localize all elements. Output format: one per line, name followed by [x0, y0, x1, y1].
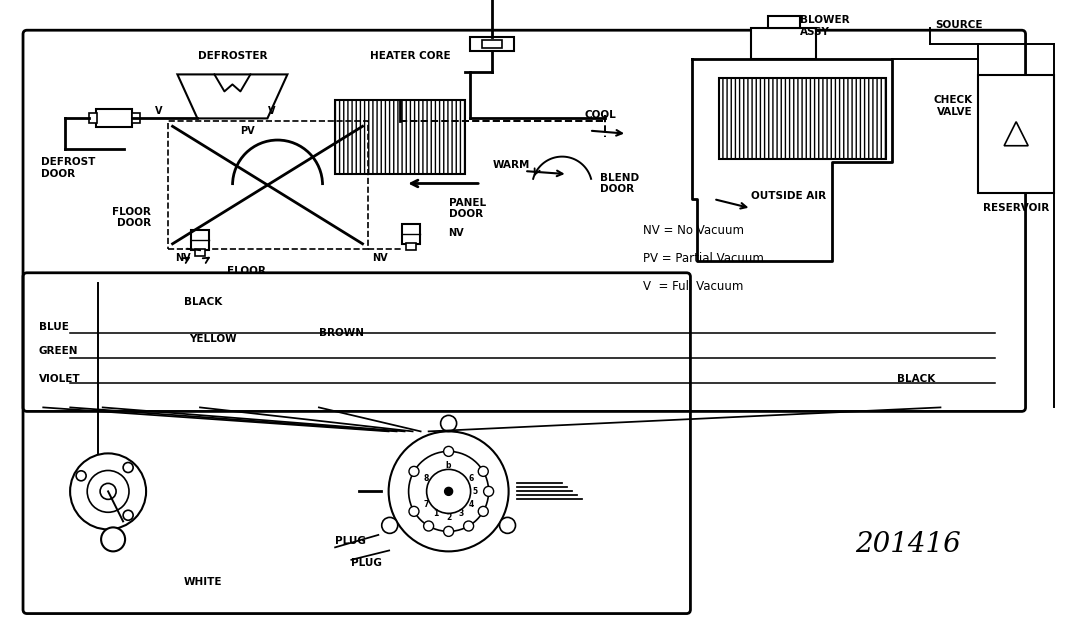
Text: V  = Full Vacuum: V = Full Vacuum [643, 280, 744, 292]
Text: WHITE: WHITE [184, 577, 223, 587]
Circle shape [427, 470, 470, 513]
Circle shape [444, 488, 453, 495]
Text: FLOOR: FLOOR [227, 266, 266, 276]
Text: DEFROST
DOOR: DEFROST DOOR [41, 157, 95, 179]
Bar [768, 16, 800, 28]
Text: b: b [445, 461, 452, 470]
Bar [402, 224, 419, 244]
Circle shape [443, 447, 454, 457]
Text: PV: PV [240, 126, 255, 136]
Bar [89, 113, 96, 123]
Bar [751, 28, 816, 59]
Bar [978, 75, 1054, 193]
Circle shape [441, 415, 456, 432]
Text: SOURCE: SOURCE [935, 20, 983, 30]
Circle shape [478, 466, 489, 476]
Text: 1: 1 [433, 509, 438, 518]
Text: FLOOR
DOOR: FLOOR DOOR [112, 207, 151, 228]
Polygon shape [177, 75, 288, 118]
Circle shape [388, 432, 509, 551]
Text: RESERVOIR: RESERVOIR [983, 203, 1050, 213]
Bar [132, 113, 139, 123]
Text: BLOWER
ASSY: BLOWER ASSY [800, 16, 850, 37]
Bar [470, 37, 513, 50]
Text: NV: NV [449, 228, 464, 238]
Text: OUTSIDE AIR: OUTSIDE AIR [751, 191, 826, 201]
Text: PLUG: PLUG [335, 536, 366, 546]
Circle shape [464, 521, 473, 531]
Text: COOL: COOL [584, 110, 616, 120]
Circle shape [123, 463, 133, 473]
Text: 3: 3 [459, 509, 464, 518]
Circle shape [499, 518, 516, 534]
Text: PV = Partial Vacuum: PV = Partial Vacuum [643, 252, 764, 264]
Text: PLUG: PLUG [351, 558, 383, 568]
Circle shape [101, 483, 116, 499]
Circle shape [76, 471, 86, 481]
Circle shape [382, 518, 398, 534]
Circle shape [409, 506, 419, 516]
Text: V: V [268, 106, 275, 116]
Circle shape [443, 526, 454, 536]
Circle shape [123, 510, 133, 520]
Text: BLEND
DOOR: BLEND DOOR [600, 173, 639, 194]
Circle shape [483, 486, 494, 496]
Text: 4: 4 [468, 500, 473, 509]
Circle shape [478, 506, 489, 516]
Circle shape [409, 466, 419, 476]
Text: CHECK
VALVE: CHECK VALVE [934, 95, 973, 116]
Bar [168, 121, 368, 249]
Bar [191, 230, 209, 250]
Text: 5: 5 [472, 487, 477, 496]
Text: NV: NV [175, 253, 190, 263]
Text: HEATER CORE: HEATER CORE [370, 51, 451, 61]
Bar [335, 100, 465, 174]
Text: GREEN: GREEN [39, 346, 79, 356]
Text: DEFROSTER: DEFROSTER [198, 51, 267, 61]
Circle shape [88, 470, 129, 513]
Bar [405, 243, 416, 250]
Text: YELLOW: YELLOW [189, 334, 237, 344]
Bar [482, 40, 502, 47]
Circle shape [424, 521, 433, 531]
Text: 201416: 201416 [855, 531, 961, 558]
Circle shape [409, 452, 489, 531]
Text: 6: 6 [468, 474, 473, 483]
Text: 2: 2 [446, 513, 451, 522]
Text: BLUE: BLUE [39, 322, 69, 332]
Text: 7: 7 [424, 500, 429, 509]
Bar [719, 78, 886, 159]
Text: WARM: WARM [492, 160, 530, 170]
Text: NV = No Vacuum: NV = No Vacuum [643, 224, 744, 236]
Bar [195, 249, 205, 256]
Text: BLACK: BLACK [897, 374, 935, 384]
Text: NV: NV [373, 253, 388, 263]
Text: V: V [155, 106, 162, 116]
Text: PANEL
DOOR: PANEL DOOR [449, 198, 485, 219]
Text: 8: 8 [424, 474, 429, 483]
Circle shape [70, 453, 146, 529]
Text: BLACK: BLACK [184, 297, 222, 307]
Bar [95, 109, 132, 128]
Circle shape [102, 527, 125, 551]
Text: BROWN: BROWN [319, 328, 364, 338]
Text: VIOLET: VIOLET [39, 374, 81, 384]
